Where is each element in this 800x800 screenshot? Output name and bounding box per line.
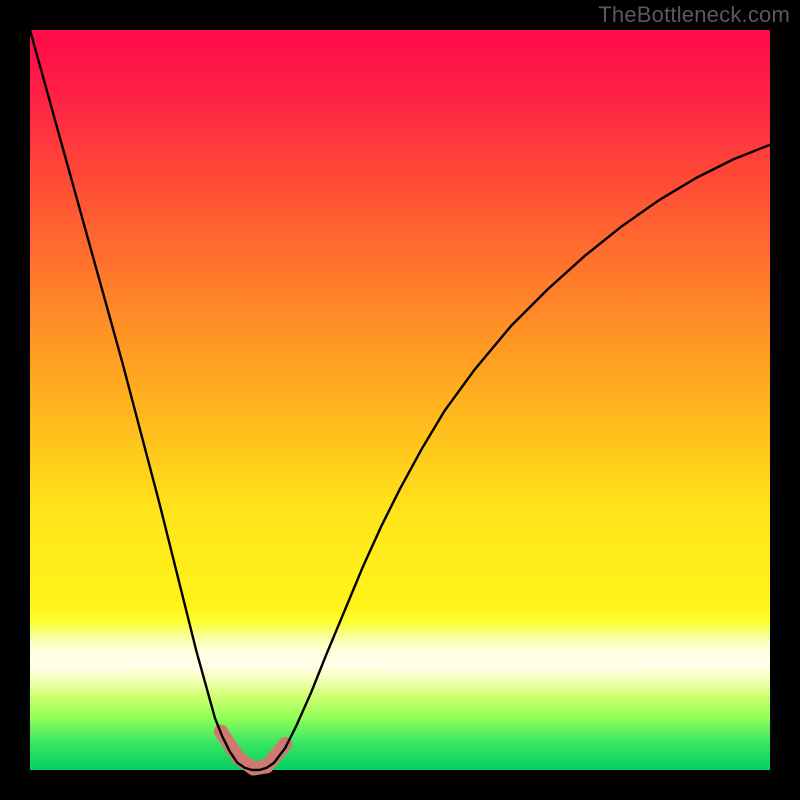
plot-background-gradient <box>30 30 770 770</box>
figure-container: TheBottleneck.com <box>0 0 800 800</box>
bottleneck-curve-chart <box>0 0 800 800</box>
watermark-label: TheBottleneck.com <box>598 2 790 28</box>
